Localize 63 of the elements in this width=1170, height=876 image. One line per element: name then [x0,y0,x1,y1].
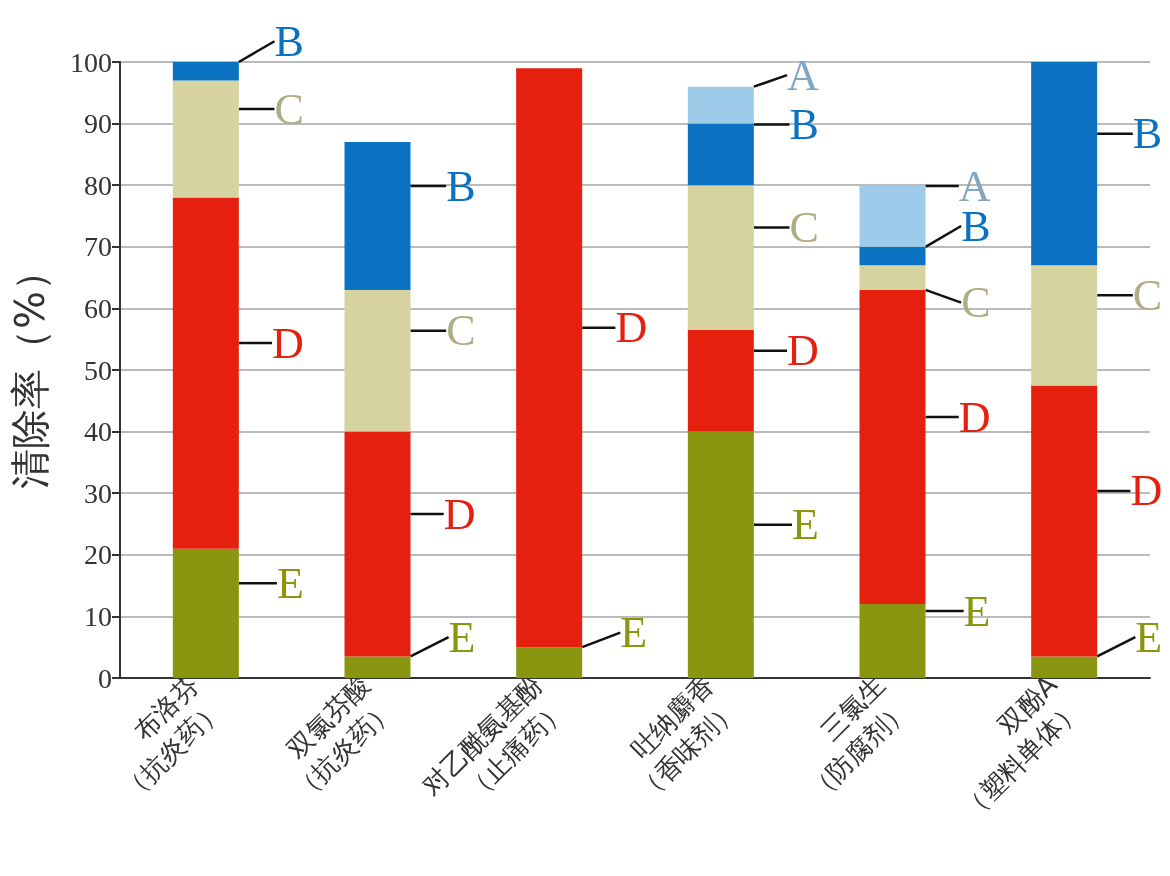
text: E [448,612,476,662]
text: B [789,99,819,149]
y-tick-label: 30 [84,477,112,509]
bar [687,431,754,678]
x-tick-label: 双酚A （塑料单体） [955,669,1087,825]
y-tick-label: 50 [84,354,112,386]
y-tick-label: 60 [84,292,112,324]
bar [859,246,926,266]
x-tick-label: 双氯芬酸 （抗炎药） [281,669,401,807]
bar [516,647,583,678]
y-tick-label: 10 [84,600,112,632]
text: C [274,84,304,134]
y-tick-label: 20 [84,539,112,571]
bar [859,185,926,247]
series-label: B [1132,109,1163,159]
series-label: E [1135,612,1163,662]
bar [516,68,583,648]
bar [687,123,754,186]
bar [687,185,754,330]
bar [1031,62,1098,266]
bar [344,289,411,432]
x-tick-label: 三氯生 （防腐剂） [801,669,916,807]
bar [344,142,411,290]
x-tick-label: 对乙酰氨基酚 （止痛药） [416,669,572,807]
bar [1031,656,1098,678]
series-label: A [787,50,820,100]
bar [172,548,239,678]
bar [172,62,239,81]
y-tick-label: 40 [84,416,112,448]
text: E [791,500,819,550]
y-tick-label: 0 [98,662,112,694]
text: D [272,318,304,368]
y-tick-label: 80 [84,169,112,201]
text: D [443,489,476,539]
text: E [620,608,648,658]
text: C [961,278,991,328]
text: D [1130,466,1163,516]
y-tick-label: 100 [70,46,112,78]
bar [687,86,754,124]
bar [1031,265,1098,386]
y-tick-label: 70 [84,231,112,263]
text: D [958,392,991,442]
text: C [789,203,819,253]
text: C [446,306,476,356]
text: E [963,586,991,636]
series-label: D [787,326,819,376]
bar [1031,385,1098,657]
bar [172,197,239,549]
bar [859,289,926,605]
bar [344,656,411,678]
bar [859,265,926,290]
bar [172,80,239,198]
series-label: C [1132,270,1163,320]
y-axis-title: 清除率（%） [7,250,53,490]
bar [687,329,754,432]
text: B [274,16,304,66]
x-tick-label: 吐纳麝香 （香味剂） [624,669,744,807]
text: B [446,161,476,211]
text: E [276,558,304,608]
y-tick-label: 90 [84,108,112,140]
bar [859,604,926,678]
text: D [615,303,648,353]
bar [344,431,411,657]
